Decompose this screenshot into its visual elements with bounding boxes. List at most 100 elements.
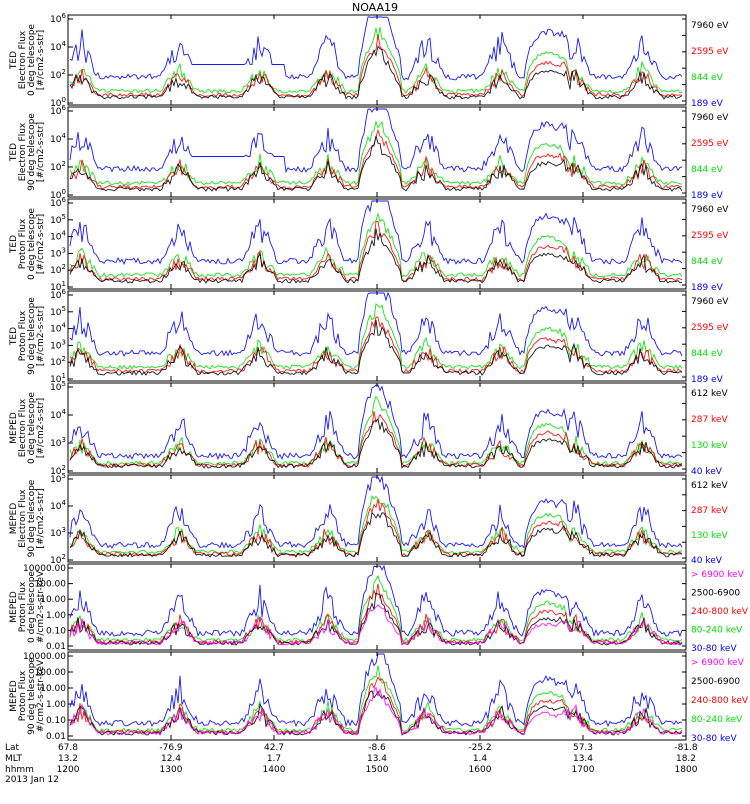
panel-6-trace [69, 494, 683, 555]
ylabel-line: 90 deg telescope [27, 657, 37, 735]
ylabel-line: Proton Flux [18, 218, 28, 269]
y-tick-label: 104 [50, 499, 66, 512]
y-tick-exponent: 2 [62, 160, 66, 168]
ylabel-line: Electron Flux [18, 398, 28, 457]
footer-row-label: hhmm [5, 765, 34, 775]
y-tick-exponent: 6 [62, 104, 67, 112]
legend-entry: 287 keV [691, 415, 728, 425]
y-tick-label: 10000.00 [23, 652, 66, 662]
y-tick-label: 103 [50, 526, 66, 539]
panel-8-trace [69, 653, 683, 728]
ylabel-line: MEPED [9, 503, 19, 535]
footer-mlt: 1.4 [473, 754, 488, 764]
ylabel-line: #/cm2-s-str-keV [36, 570, 46, 643]
panel-2-trace [69, 128, 682, 190]
y-tick-exponent: 0 [62, 188, 66, 196]
y-tick-exponent: 1 [62, 372, 66, 380]
y-tick-label: 104 [50, 408, 66, 421]
ylabel-line: #/cm2-s-str-keV [36, 659, 46, 732]
panel-8-ylabel: MEPEDProton Flux90 deg telescope#/cm2-s-… [9, 657, 46, 735]
y-tick-exponent: 2 [62, 464, 66, 472]
panel-7-trace [69, 592, 683, 646]
y-tick-label: 0.01 [46, 642, 66, 652]
legend-entry: 2500-6900 [691, 677, 740, 687]
y-tick-label: 102 [50, 355, 66, 368]
panel-8-frame [67, 651, 687, 741]
panel-2-trace [69, 108, 683, 174]
ylabel-line: MEPED [9, 680, 19, 712]
ylabel-line: 90 deg telescope [27, 113, 37, 191]
panel-2-trace [69, 120, 683, 186]
panel-4-trace [69, 320, 683, 376]
legend-entry: > 6900 keV [691, 658, 745, 668]
ylabel-line: [#/cm2-s-str] [36, 306, 46, 366]
ylabel-line: Electron Flux [18, 489, 28, 548]
y-tick-label: 100.00 [35, 668, 67, 678]
y-tick-label: 0.10 [46, 716, 66, 726]
ylabel-line: 0 deg telescope [27, 392, 37, 464]
footer-lat: 57.3 [573, 743, 593, 753]
panel-4-ylabel: TEDProton Flux90 deg telescope[#/cm2-s-s… [9, 297, 46, 375]
legend-entry: 2595 eV [691, 231, 729, 241]
footer-hhmm: 1400 [263, 765, 286, 775]
legend-entry: 844 eV [691, 257, 724, 267]
legend-entry: 80-240 keV [691, 715, 743, 725]
panel-8: 10000.00100.0010.001.000.100.01MEPEDProt… [9, 651, 749, 744]
footer-mlt: 1.7 [267, 754, 281, 764]
y-tick-exponent: 6 [62, 12, 67, 20]
panel-3-ylabel: TEDProton Flux0 deg telescope[#/cm2-s-st… [9, 208, 46, 280]
panel-1-ylabel: TEDElectron Flux0 deg telescope[#/cm2-s-… [9, 24, 46, 96]
y-tick-label: 104 [50, 322, 66, 335]
legend-entry: > 6900 keV [691, 570, 745, 580]
panel-6-frame [67, 474, 687, 563]
panel-5-trace [69, 417, 683, 469]
panel-2-trace [69, 135, 683, 192]
y-tick-exponent: 3 [62, 338, 66, 346]
legend-entry: 30-80 keV [691, 644, 737, 654]
panel-7-trace [69, 574, 683, 643]
panel-8-trace [69, 676, 683, 735]
y-tick-exponent: 5 [62, 380, 66, 388]
ylabel-line: 0 deg telescope [27, 571, 37, 643]
y-tick-label: 104 [50, 230, 66, 243]
footer-mlt: 12.4 [161, 754, 181, 764]
legend-entry: 80-240 keV [691, 626, 743, 636]
panel-5-trace [69, 395, 683, 466]
legend-entry: 7960 eV [691, 205, 729, 215]
y-tick-label: 105 [50, 305, 66, 318]
y-tick-exponent: 5 [62, 213, 66, 221]
footer-row-label: MLT [5, 754, 23, 764]
y-tick-label: 10000.00 [23, 564, 66, 574]
y-tick-label: 104 [50, 132, 66, 145]
footer-hhmm: 1500 [366, 765, 389, 775]
y-tick-exponent: 4 [62, 132, 67, 140]
y-tick-exponent: 2 [62, 355, 66, 363]
panel-8-trace [69, 689, 683, 736]
ylabel-line: TED [9, 143, 19, 162]
y-tick-exponent: 3 [62, 246, 66, 254]
footer-lat: -25.2 [468, 743, 491, 753]
legend-entry: 240-800 keV [691, 696, 749, 706]
y-tick-label: 103 [50, 436, 66, 449]
y-tick-exponent: 5 [62, 305, 66, 313]
ylabel-line: Proton Flux [18, 670, 28, 721]
panel-4-trace [69, 302, 683, 370]
ylabel-line: Proton Flux [18, 581, 28, 632]
y-tick-exponent: 4 [62, 230, 67, 238]
ylabel-line: TED [9, 51, 19, 70]
ylabel-line: [#/cm2-s-str] [36, 398, 46, 458]
y-tick-exponent: 4 [62, 322, 67, 330]
panel-6-ylabel: MEPEDElectron Flux90 deg telescope[#/cm2… [9, 479, 46, 557]
footer-mlt: 13.2 [58, 754, 78, 764]
ylabel-line: [#/cm2-s-str] [36, 214, 46, 274]
ylabel-line: MEPED [9, 412, 19, 444]
panel-7-ylabel: MEPEDProton Flux0 deg telescope#/cm2-s-s… [9, 570, 46, 643]
panel-8-trace [69, 686, 683, 736]
legend-entry: 189 eV [691, 375, 724, 385]
y-tick-exponent: 6 [62, 196, 67, 204]
